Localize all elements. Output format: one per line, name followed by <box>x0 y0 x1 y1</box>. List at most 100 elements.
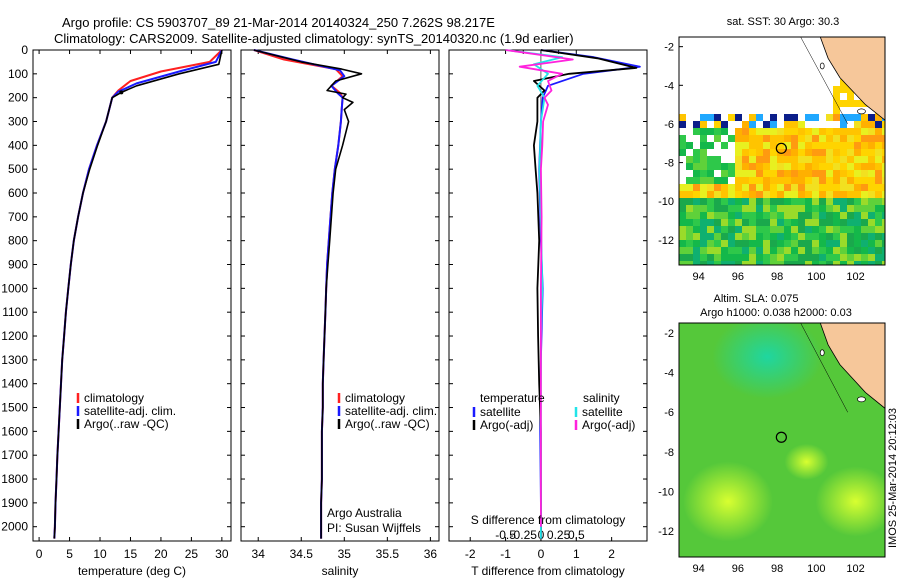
sst-cell <box>749 240 756 247</box>
sst-cell <box>812 226 819 233</box>
sst-cell <box>882 261 885 265</box>
sst-cell <box>756 156 763 163</box>
salinity-xlabel: salinity <box>322 564 359 578</box>
sst-cell <box>756 191 763 198</box>
sst-cell <box>861 121 868 128</box>
sst-cell <box>721 233 728 240</box>
depth-tick-label: 1800 <box>1 472 28 486</box>
sst-cell <box>875 163 882 170</box>
sst-cell <box>749 233 756 240</box>
sst-cell <box>686 163 693 170</box>
sst-cell <box>714 261 721 265</box>
argo-location-marker <box>775 142 787 154</box>
sst-cell <box>700 149 707 156</box>
sst-cell <box>763 261 770 265</box>
sst-cell <box>861 198 868 205</box>
credit-institution: Argo Australia <box>327 506 402 520</box>
sst-cell <box>875 247 882 254</box>
sst-cell <box>847 163 854 170</box>
sst-cell <box>868 135 875 142</box>
argo-location-marker <box>775 431 787 443</box>
sst-cell <box>826 156 833 163</box>
sst-cell <box>763 142 770 149</box>
sst-cell <box>791 254 798 261</box>
sst-cell <box>770 114 777 121</box>
sst-cell <box>847 86 854 93</box>
sst-cell <box>749 121 756 128</box>
sst-cell <box>875 128 882 135</box>
sst-cell <box>868 261 875 265</box>
legend-label: Argo(-adj) <box>480 418 533 432</box>
sst-cell <box>679 135 686 142</box>
sst-cell <box>833 240 840 247</box>
sst-cell <box>742 212 749 219</box>
sst-cell <box>686 177 693 184</box>
sst-cell <box>742 156 749 163</box>
sst-cell <box>686 247 693 254</box>
sst-cell <box>749 198 756 205</box>
sst-cell <box>784 219 791 226</box>
sst-cell <box>875 212 882 219</box>
sst-cell <box>812 142 819 149</box>
sst-cell <box>805 240 812 247</box>
sst-cell <box>854 142 861 149</box>
sst-cell <box>798 177 805 184</box>
sst-cell <box>882 226 885 233</box>
sst-cell <box>791 121 798 128</box>
x-tick-label: 30 <box>215 547 229 561</box>
sst-cell <box>784 177 791 184</box>
sst-cell <box>826 135 833 142</box>
argo-point <box>119 90 124 95</box>
sst-cell <box>875 226 882 233</box>
sst-cell <box>833 156 840 163</box>
sst-cell <box>770 121 777 128</box>
sst-cell <box>840 121 847 128</box>
sst-cell <box>826 247 833 254</box>
map-y-tick-label: -4 <box>664 80 674 92</box>
sst-cell <box>819 212 826 219</box>
sst-cell <box>833 261 840 265</box>
sst-cell <box>693 226 700 233</box>
sst-cell <box>707 240 714 247</box>
sst-cell <box>742 177 749 184</box>
sst-cell <box>721 121 728 128</box>
sst-cell <box>854 135 861 142</box>
sst-cell <box>756 163 763 170</box>
sst-cell <box>861 177 868 184</box>
sst-cell <box>756 114 763 121</box>
depth-tick-label: 700 <box>8 210 28 224</box>
sst-cell <box>700 177 707 184</box>
imos-stamp: IMOS 25-Mar-2014 20:12:03 <box>887 408 899 548</box>
sst-cell <box>854 100 861 107</box>
sst-cell <box>798 142 805 149</box>
sst-cell <box>784 142 791 149</box>
sst-cell <box>833 212 840 219</box>
sst-cell <box>714 191 721 198</box>
sst-cell <box>756 254 763 261</box>
map-x-tick-label: 102 <box>846 271 864 283</box>
sst-cell <box>714 156 721 163</box>
sst-cell <box>721 226 728 233</box>
sst-cell <box>700 170 707 177</box>
sst-cell <box>700 240 707 247</box>
sst-cell <box>714 135 721 142</box>
sst-cell <box>791 240 798 247</box>
sst-cell <box>812 205 819 212</box>
x-tick-label: -1 <box>500 547 511 561</box>
sst-cell <box>763 170 770 177</box>
sst-cell <box>847 128 854 135</box>
sst-cell <box>686 191 693 198</box>
sst-cell <box>735 135 742 142</box>
depth-tick-label: 900 <box>8 258 28 272</box>
sst-cell <box>875 156 882 163</box>
map-y-tick-label: -10 <box>658 487 674 499</box>
sst-cell <box>742 121 749 128</box>
depth-tick-label: 100 <box>8 67 28 81</box>
sst-cell <box>854 156 861 163</box>
sst-cell <box>875 149 882 156</box>
sst-cell <box>742 170 749 177</box>
sst-cell <box>679 121 686 128</box>
sst-cell <box>833 198 840 205</box>
sst-cell <box>721 247 728 254</box>
sst-cell <box>700 121 707 128</box>
